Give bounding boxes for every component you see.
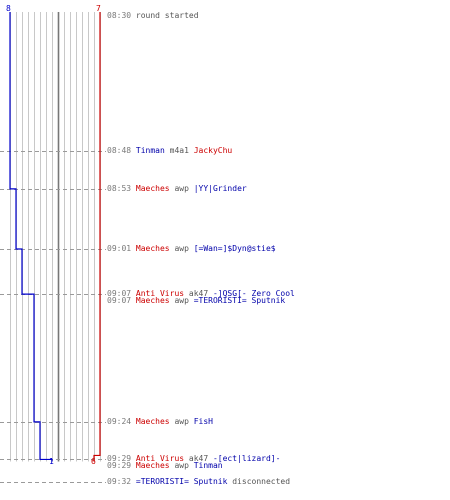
red-player-name: Maeches (135, 296, 170, 305)
blue-team-line (9, 12, 53, 462)
event-text: disconnected (227, 477, 291, 486)
event-time: 09:07 (107, 296, 136, 305)
blue-player-name: [=Wan=]$Dyn@stie$ (193, 244, 276, 253)
event-line: 09:32 =TERORISTI= Sputnik disconnected (107, 477, 290, 486)
event-time: 09:29 (107, 454, 136, 463)
event-time: 09:24 (107, 417, 136, 426)
red-player-name: Maeches (135, 184, 170, 193)
event-time: 09:32 (107, 477, 136, 486)
event-line: 09:07 Maeches awp =TERORISTI= Sputnik (107, 296, 285, 305)
blue-player-name: -[ect|lizard]- (212, 454, 281, 463)
blue-player-name: Tinman (135, 146, 165, 155)
event-line: 08:53 Maeches awp |YY|Grinder (107, 184, 247, 193)
red-start-count: 7 (96, 4, 101, 13)
event-text: awp (169, 184, 194, 193)
blue-player-name: Tinman (193, 461, 223, 470)
event-line: 09:29 Anti Virus ak47 -[ect|lizard]- (107, 454, 280, 463)
event-line: 09:01 Maeches awp [=Wan=]$Dyn@stie$ (107, 244, 276, 253)
red-player-name: Maeches (135, 461, 170, 470)
event-text: ak47 (184, 289, 213, 298)
event-time: 09:01 (107, 244, 136, 253)
blue-player-name: |YY|Grinder (193, 184, 247, 193)
event-text: m4a1 (164, 146, 194, 155)
event-line: 09:07 Anti Virus ak47 -]QSG[- Zero Cool (107, 289, 295, 298)
blue-start-count: 8 (6, 4, 11, 13)
red-player-name: Anti Virus (135, 454, 185, 463)
event-text: awp (169, 417, 194, 426)
event-text: awp (169, 296, 194, 305)
event-line: 08:48 Tinman m4a1 JackyChu (107, 146, 232, 155)
blue-player-name: FisH (193, 417, 213, 426)
event-text: round started (135, 11, 199, 20)
blue-player-name: -]QSG[- Zero Cool (212, 289, 295, 298)
red-player-name: JackyChu (193, 146, 233, 155)
red-player-name: Anti Virus (135, 289, 185, 298)
event-time: 09:29 (107, 461, 136, 470)
blue-end-count: 1 (49, 457, 54, 467)
event-text: awp (169, 244, 194, 253)
blue-player-name: =TERORISTI= Sputnik (193, 296, 286, 305)
event-text: awp (169, 461, 194, 470)
event-time: 08:30 (107, 11, 136, 20)
event-time: 08:48 (107, 146, 136, 155)
red-end-count: 6 (91, 457, 96, 467)
blue-player-name: =TERORISTI= Sputnik (135, 477, 228, 486)
red-player-name: Maeches (135, 417, 170, 426)
red-team-line (93, 12, 101, 462)
red-player-name: Maeches (135, 244, 170, 253)
event-time: 09:07 (107, 289, 136, 298)
event-line: 09:24 Maeches awp FisH (107, 417, 213, 426)
event-text: ak47 (184, 454, 213, 463)
event-line: 09:29 Maeches awp Tinman (107, 461, 223, 470)
event-line: 08:30 round started (107, 11, 199, 20)
event-time: 08:53 (107, 184, 136, 193)
